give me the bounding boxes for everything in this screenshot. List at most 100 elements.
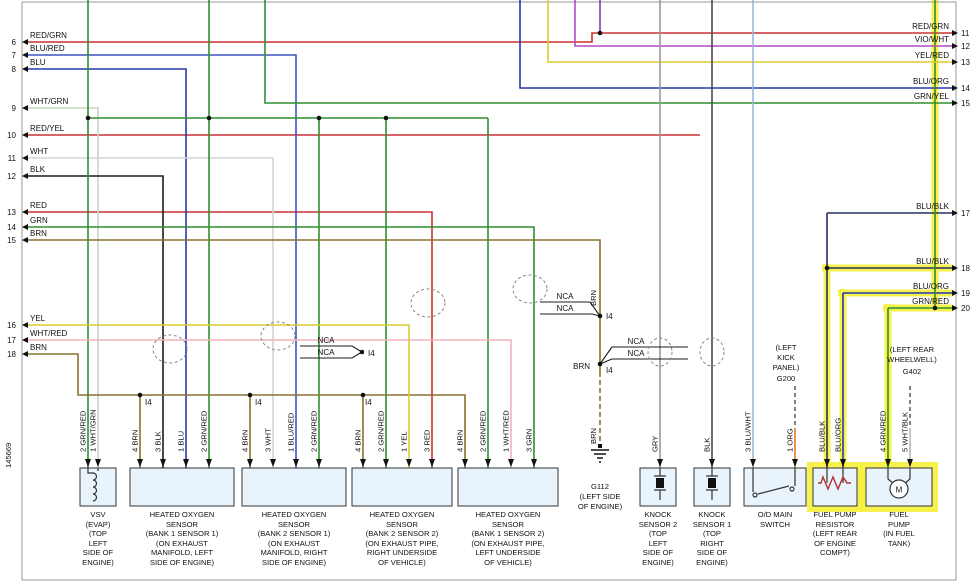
wire-number: 14 bbox=[7, 223, 16, 232]
pin-label: 4 BRN bbox=[456, 430, 465, 452]
component-caption-line: PUMP bbox=[888, 520, 910, 529]
wire-number: 18 bbox=[7, 350, 16, 359]
ground-label: G402 bbox=[903, 367, 922, 376]
wire-color-label: BRN bbox=[30, 343, 47, 352]
component-caption-line: (EVAP) bbox=[86, 520, 111, 529]
ground-label: PANEL) bbox=[773, 363, 800, 372]
resistor-leads-icon bbox=[826, 468, 844, 483]
component-caption-line: SWITCH bbox=[760, 520, 790, 529]
component-caption-line: MANIFOLD, RIGHT bbox=[260, 548, 327, 557]
wire-vio-wht bbox=[574, 0, 952, 47]
component-caption-line: HEATED OXYGEN bbox=[370, 510, 435, 519]
wire-color-label: BLU/ORG bbox=[913, 282, 949, 291]
component-caption-line: SENSOR bbox=[386, 520, 419, 529]
right-wire-labels: 11 RED/GRN 12 VIO/WHT 13 YEL/RED 14 BLU/… bbox=[912, 22, 970, 313]
wire-number: 9 bbox=[12, 104, 17, 113]
wire-red-group bbox=[28, 32, 952, 468]
component-caption-line: SIDE OF ENGINE) bbox=[150, 558, 215, 567]
wire-wht bbox=[28, 157, 274, 468]
ground-label: (LEFT SIDE bbox=[580, 492, 621, 501]
inline-connector-icon bbox=[512, 274, 548, 304]
wire-color-label: RED bbox=[30, 201, 47, 210]
left-edge-arrows bbox=[22, 39, 28, 357]
ground-symbol-g112 bbox=[591, 444, 609, 463]
wire-blu-red bbox=[28, 54, 297, 468]
wire-color-label: RED/YEL bbox=[30, 124, 65, 133]
motor-symbol-label: M bbox=[896, 486, 903, 495]
wire-color-label: YEL bbox=[30, 314, 46, 323]
junction-dot bbox=[85, 115, 91, 121]
component-caption-line: MANIFOLD, LEFT bbox=[151, 548, 213, 557]
pin-label: 2 GRN/RED bbox=[200, 410, 209, 452]
ground-label: (LEFT REAR bbox=[890, 345, 935, 354]
component-caption-line: (TOP bbox=[89, 529, 107, 538]
wire-number: 15 bbox=[961, 99, 970, 108]
wire-number: 14 bbox=[961, 84, 970, 93]
inline-connector-icon bbox=[699, 337, 725, 367]
wire-color-label: BLU bbox=[30, 58, 46, 67]
component-caption-line: RESISTOR bbox=[816, 520, 855, 529]
pin-label: 1 BLU bbox=[177, 431, 186, 452]
caption-layer: VSV (EVAP) (TOP LEFT SIDE OF ENGINE) HEA… bbox=[82, 510, 915, 567]
pin-label: 4 GRN/RED bbox=[879, 410, 888, 452]
wire-number: 11 bbox=[8, 154, 17, 163]
component-caption-line: RIGHT bbox=[700, 539, 724, 548]
i4-label: I4 bbox=[145, 398, 152, 407]
knock-sensor-1-piezo-icon bbox=[706, 468, 718, 500]
inline-connector-icon bbox=[152, 334, 188, 364]
wire-number: 20 bbox=[961, 304, 970, 313]
switch-contact-icon bbox=[752, 492, 758, 498]
brn-wire-tag: BRN bbox=[573, 362, 590, 371]
wire-color-label: BLU/ORG bbox=[913, 77, 949, 86]
ground-dashed-links bbox=[794, 386, 911, 428]
pin-label: 1 YEL bbox=[400, 431, 409, 452]
piezo-leads-icon bbox=[654, 468, 666, 500]
ground-label: G112 bbox=[591, 482, 609, 491]
component-caption-line: (TOP bbox=[649, 529, 667, 538]
pin-label: 3 BLU/WHT bbox=[744, 411, 753, 452]
wire-blk bbox=[28, 175, 164, 468]
ground-label: OF ENGINE) bbox=[578, 502, 623, 511]
arrow-layer bbox=[22, 30, 958, 467]
component-caption-line: COMPT) bbox=[820, 548, 850, 557]
pin-label: 2 GRN/RED bbox=[79, 410, 88, 452]
wire-color-label: BLK bbox=[30, 165, 46, 174]
junction-dot bbox=[316, 115, 322, 121]
inline-connector-icon bbox=[260, 321, 296, 351]
component-caption-line: TANK) bbox=[888, 539, 911, 548]
left-wire-labels: 6 RED/GRN 7 BLU/RED 8 BLU 9 WHT/GRN 10 R… bbox=[7, 31, 68, 359]
i4-label: I4 bbox=[255, 398, 262, 407]
ground-text-layer: G112 (LEFT SIDE OF ENGINE) (LEFT KICK PA… bbox=[578, 343, 937, 511]
brn-wire-tag: BRN bbox=[589, 290, 598, 306]
ho2s-b1s1-box bbox=[129, 467, 235, 507]
ground-label: KICK bbox=[777, 353, 795, 362]
component-caption-line: SIDE OF bbox=[83, 548, 114, 557]
pin-label: BLU/BLK bbox=[818, 421, 827, 452]
fuel-pump-resistor-box bbox=[812, 467, 858, 507]
component-caption-line: ENGINE) bbox=[696, 558, 728, 567]
i4-label: I4 bbox=[606, 366, 613, 375]
wire-yellow-group bbox=[28, 0, 952, 468]
pin-label-layer: 2 GRN/RED 1 WHT/GRN 4 BRN 3 BLK 1 BLU 2 … bbox=[79, 409, 910, 452]
wire-number: 17 bbox=[7, 336, 16, 345]
motor-circle-icon bbox=[889, 479, 909, 499]
component-caption-line: ENGINE) bbox=[642, 558, 674, 567]
component-caption-line: (ON EXHAUST PIPE, bbox=[365, 539, 438, 548]
component-caption-line: SENSOR 1 bbox=[693, 520, 731, 529]
pin-label: 3 WHT bbox=[264, 428, 273, 452]
component-caption-line: (LEFT REAR bbox=[813, 529, 858, 538]
ground-label: G200 bbox=[777, 374, 796, 383]
ground-node-icon bbox=[598, 444, 602, 448]
wire-number: 12 bbox=[7, 172, 16, 181]
pin-label: BLK bbox=[703, 438, 712, 452]
pin-label: 1 ORG bbox=[786, 428, 795, 452]
wire-wht-grn bbox=[28, 107, 99, 468]
pin-label: 5 WHT/BLK bbox=[901, 412, 910, 452]
pin-label: 2 GRN/RED bbox=[479, 410, 488, 452]
component-caption-line: FUEL PUMP bbox=[813, 510, 856, 519]
component-caption-line: SIDE OF ENGINE) bbox=[262, 558, 327, 567]
piezo-element-icon bbox=[708, 478, 716, 488]
nca-label: NCA bbox=[318, 348, 336, 357]
component-caption-line: HEATED OXYGEN bbox=[262, 510, 327, 519]
wire-number: 8 bbox=[12, 65, 17, 74]
